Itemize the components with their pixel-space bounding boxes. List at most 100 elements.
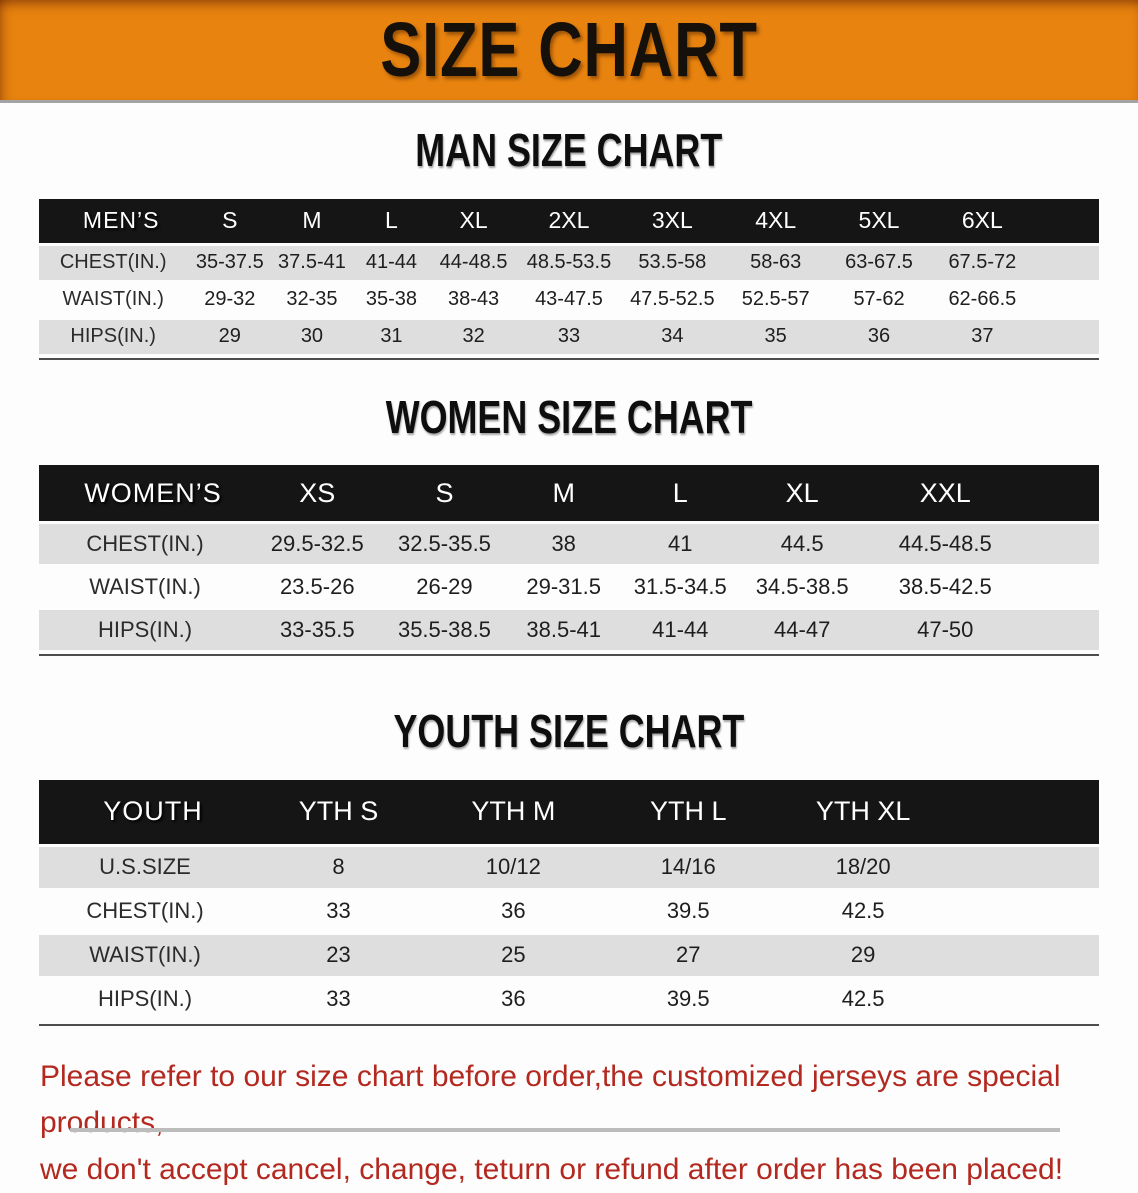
- mens-col-header: L: [385, 207, 398, 234]
- youth-table-underline: [39, 1023, 1099, 1026]
- row-label: CHEST(IN.): [59, 251, 167, 274]
- cell-spacer: [1035, 283, 1099, 317]
- size-cell: 29-32: [204, 288, 256, 311]
- youth-hips-row: HIPS(IN.) 33 36 39.5 42.5: [39, 979, 1099, 1020]
- size-cell: 44.5: [780, 531, 824, 557]
- size-cell: 35: [764, 325, 787, 348]
- mens-col-header: XL: [459, 207, 488, 234]
- youth-col-header: YTH S: [298, 796, 379, 827]
- size-cell: 44-48.5: [439, 251, 508, 274]
- womens-table-label: WOMEN’S: [84, 477, 222, 508]
- size-cell: 41: [668, 531, 693, 557]
- row-label: WAIST(IN.): [89, 574, 201, 600]
- size-cell: 43-47.5: [535, 288, 603, 311]
- size-cell: 58-63: [750, 251, 802, 274]
- mens-col-header: M: [302, 207, 322, 234]
- disclaimer-text: Please refer to our size chart before or…: [40, 1054, 1102, 1193]
- womens-hips-row: HIPS(IN.) 33-35.5 35.5-38.5 38.5-41 41-4…: [39, 610, 1099, 651]
- womens-col-header: S: [435, 477, 454, 508]
- mens-size-table: MEN’S S M L XL 2XL 3XL 4XL 5XL 6XL CHEST…: [39, 196, 1099, 357]
- size-cell: 48.5-53.5: [526, 251, 612, 274]
- size-cell: 33: [326, 898, 351, 924]
- size-cell: 31.5-34.5: [633, 574, 727, 600]
- cell-spacer: [951, 935, 1099, 976]
- bottom-edge-line: [70, 1128, 1060, 1132]
- row-label: HIPS(IN.): [97, 986, 193, 1012]
- size-cell: 38: [551, 531, 576, 557]
- youth-table-label: YOUTH: [103, 796, 203, 827]
- size-cell: 36: [501, 898, 526, 924]
- row-label: WAIST(IN.): [89, 942, 201, 968]
- size-cell: 14/16: [660, 854, 716, 880]
- cell-spacer: [1035, 246, 1099, 280]
- size-cell: 34: [661, 325, 684, 348]
- size-cell: 29: [850, 942, 876, 968]
- mens-col-header: S: [222, 207, 238, 234]
- youth-col-header: YTH M: [471, 796, 556, 827]
- size-cell: 38-43: [448, 288, 500, 311]
- size-cell: 63-67.5: [845, 251, 913, 274]
- size-cell: 39.5: [666, 898, 710, 924]
- size-cell: 34.5-38.5: [755, 574, 849, 600]
- size-cell: 44-47: [774, 617, 831, 643]
- size-cell: 23: [326, 942, 351, 968]
- size-cell: 41-44: [652, 617, 709, 643]
- row-label: WAIST(IN.): [62, 288, 164, 311]
- size-cell: 42.5: [841, 986, 885, 1012]
- size-cell: 47-50: [917, 617, 974, 643]
- womens-col-header: XS: [299, 477, 336, 508]
- size-cell: 26-29: [416, 574, 473, 600]
- size-cell: 35-38: [365, 288, 418, 311]
- size-cell: 42.5: [841, 898, 885, 924]
- size-cell: 30: [300, 325, 324, 348]
- mens-col-header: 2XL: [548, 207, 590, 234]
- womens-col-header: XL: [785, 477, 819, 508]
- youth-section-heading: YOUTH SIZE CHART: [393, 705, 745, 758]
- youth-col-header: YTH L: [649, 796, 727, 827]
- row-label: HIPS(IN.): [97, 617, 193, 643]
- header-spacer: [1025, 465, 1099, 521]
- cell-spacer: [951, 891, 1099, 932]
- size-cell: 32.5-35.5: [397, 531, 491, 557]
- size-cell: 47.5-52.5: [630, 288, 715, 311]
- size-cell: 37: [971, 325, 994, 348]
- cell-spacer: [1025, 524, 1099, 564]
- size-cell: 36: [501, 986, 526, 1012]
- size-cell: 10/12: [485, 854, 541, 880]
- banner: SIZE CHART: [0, 0, 1138, 100]
- youth-header-row: YOUTH YTH S YTH M YTH L YTH XL: [39, 779, 1099, 844]
- banner-edge-line: [0, 100, 1138, 103]
- size-cell: 23.5-26: [279, 574, 355, 600]
- disclaimer-line-2: we don't accept cancel, change, teturn o…: [40, 1152, 1064, 1186]
- mens-table-underline: [39, 357, 1099, 360]
- mens-col-header: 6XL: [961, 207, 1003, 234]
- cell-spacer: [1035, 320, 1099, 354]
- womens-table-underline: [39, 654, 1099, 657]
- banner-title: SIZE CHART: [380, 6, 758, 93]
- mens-header-row: MEN’S S M L XL 2XL 3XL 4XL 5XL 6XL: [39, 198, 1099, 243]
- mens-hips-row: HIPS(IN.) 29 30 31 32 33 34 35 36 37: [39, 319, 1099, 354]
- size-cell: 33: [557, 325, 581, 348]
- womens-col-header: XXL: [919, 477, 971, 508]
- header-spacer: [951, 780, 1099, 844]
- womens-col-header: M: [552, 477, 575, 508]
- size-cell: 39.5: [666, 986, 710, 1012]
- mens-section-heading: MAN SIZE CHART: [415, 124, 723, 176]
- womens-section-heading: WOMEN SIZE CHART: [385, 390, 753, 443]
- row-label: HIPS(IN.): [70, 325, 156, 348]
- youth-ussize-row: U.S.SIZE 8 10/12 14/16 18/20: [39, 846, 1099, 888]
- size-cell: 18/20: [835, 854, 891, 880]
- size-cell: 35.5-38.5: [397, 617, 491, 643]
- cell-spacer: [951, 847, 1099, 888]
- size-cell: 29.5-32.5: [270, 531, 364, 557]
- mens-col-header: 4XL: [755, 207, 797, 234]
- size-cell: 31: [380, 325, 403, 348]
- cell-spacer: [951, 979, 1099, 1020]
- mens-col-header: 3XL: [651, 207, 693, 234]
- size-cell: 67.5-72: [948, 251, 1017, 274]
- size-cell: 62-66.5: [948, 288, 1017, 311]
- womens-col-header: L: [672, 477, 688, 508]
- size-cell: 29: [218, 325, 241, 348]
- womens-header-row: WOMEN’S XS S M L XL XXL: [39, 465, 1099, 522]
- row-label: CHEST(IN.): [86, 531, 204, 557]
